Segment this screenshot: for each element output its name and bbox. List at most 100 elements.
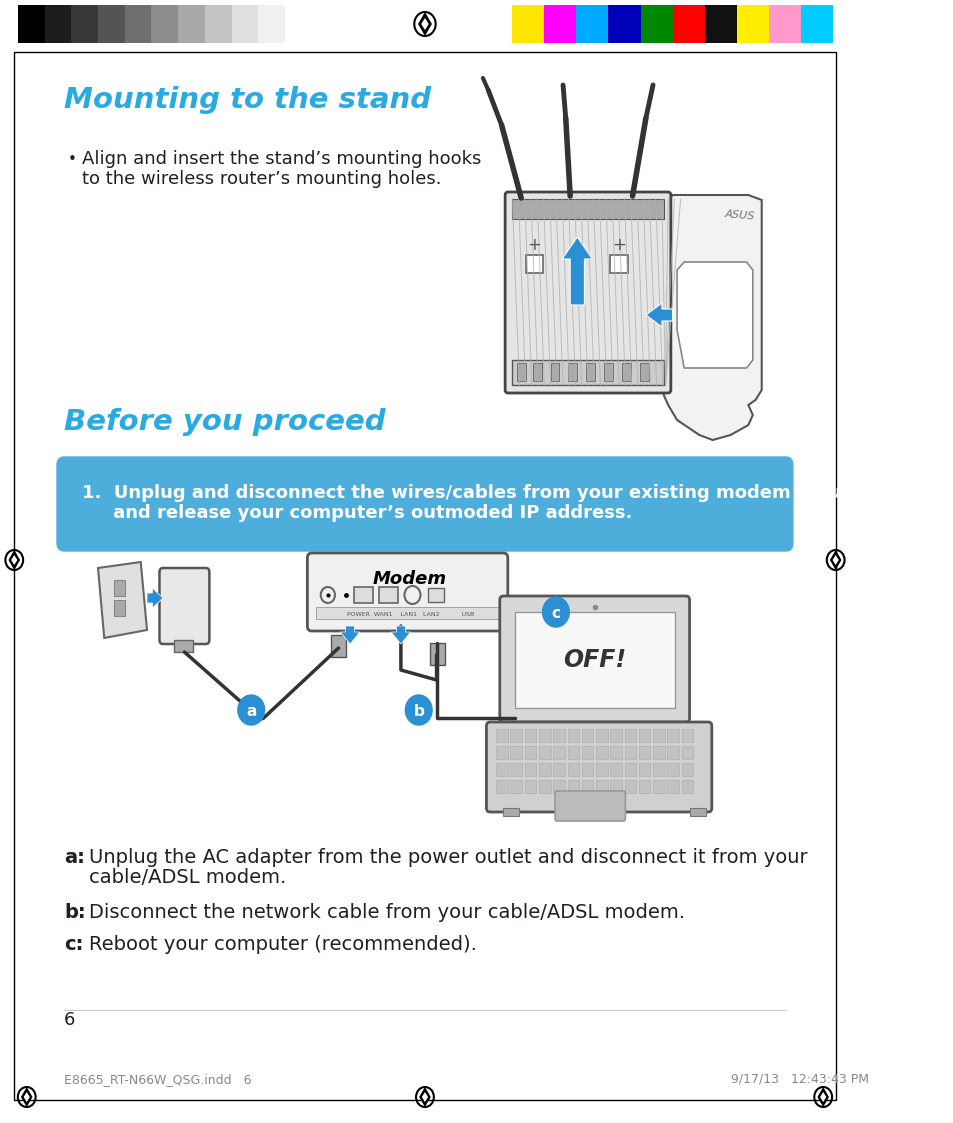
Bar [567,729,578,742]
Bar [653,729,664,742]
FancyArrow shape [645,303,672,327]
Polygon shape [820,1092,825,1102]
Bar [71,4,98,43]
FancyBboxPatch shape [307,553,507,631]
Text: b:: b: [64,903,86,922]
Polygon shape [677,262,752,368]
Bar [736,4,768,43]
Bar [581,729,593,742]
Bar [496,763,507,776]
Polygon shape [663,195,760,440]
Bar [510,746,521,759]
Bar [610,255,627,273]
Bar [680,729,693,742]
Text: Before you proceed: Before you proceed [64,408,385,436]
Text: c: c [551,605,559,621]
Bar [354,587,373,603]
Bar [553,780,564,793]
Polygon shape [98,562,147,638]
FancyArrow shape [391,626,411,643]
Bar [553,746,564,759]
Text: OFF!: OFF! [563,648,626,672]
Bar [524,780,536,793]
Bar [567,780,578,793]
Polygon shape [817,1087,828,1107]
Bar [430,643,444,665]
Bar [496,746,507,759]
Polygon shape [11,555,17,565]
Bar [258,4,285,43]
Bar [538,729,550,742]
Bar [610,729,621,742]
Bar [581,763,593,776]
Text: E8665_RT-N66W_QSG.indd   6: E8665_RT-N66W_QSG.indd 6 [64,1072,252,1086]
Bar [624,763,636,776]
Bar [608,4,639,43]
Bar [114,600,125,617]
Bar [624,780,636,793]
Text: 9/17/13   12:43:43 PM: 9/17/13 12:43:43 PM [730,1072,867,1086]
Bar [596,780,607,793]
Bar [576,4,608,43]
Text: +: + [612,236,625,254]
Bar [639,729,650,742]
Bar [596,763,607,776]
Bar [517,363,525,381]
Bar [503,809,518,816]
FancyBboxPatch shape [486,722,711,812]
Bar [581,780,593,793]
Circle shape [542,597,569,627]
Text: cable/ADSL modem.: cable/ADSL modem. [89,868,286,887]
Bar [666,729,679,742]
Bar [524,763,536,776]
Bar [596,746,607,759]
Bar [496,729,507,742]
Bar [672,4,704,43]
Bar [285,4,312,43]
FancyBboxPatch shape [555,791,625,821]
Bar [624,746,636,759]
Bar [538,780,550,793]
Bar [515,612,675,707]
Bar [544,4,576,43]
Bar [704,4,736,43]
Text: c:: c: [64,935,84,955]
Bar [653,746,664,759]
Text: Reboot your computer (recommended).: Reboot your computer (recommended). [89,935,477,955]
Bar [550,363,558,381]
Bar [690,809,706,816]
Text: b: b [413,703,424,719]
Bar [585,363,595,381]
Bar [680,746,693,759]
Bar [639,4,672,43]
Bar [666,763,679,776]
FancyBboxPatch shape [57,457,792,551]
Bar [427,588,443,602]
Text: a:: a: [64,848,85,867]
Polygon shape [9,550,20,570]
Bar [568,363,577,381]
Circle shape [405,695,432,725]
Text: Modem: Modem [373,570,446,588]
Bar [639,363,648,381]
Bar [680,763,693,776]
FancyArrow shape [340,626,359,643]
Bar [553,729,564,742]
Bar [525,255,543,273]
Bar [152,4,178,43]
Polygon shape [21,1087,32,1107]
Bar [596,729,607,742]
FancyArrow shape [561,237,592,305]
Bar [316,608,498,619]
Polygon shape [418,1087,431,1107]
Bar [125,4,152,43]
Bar [496,780,507,793]
Text: •: • [68,152,76,167]
Bar [538,763,550,776]
Bar [567,763,578,776]
Circle shape [237,695,264,725]
Bar [610,763,621,776]
Polygon shape [829,550,841,570]
Bar [653,763,664,776]
Bar [532,363,541,381]
